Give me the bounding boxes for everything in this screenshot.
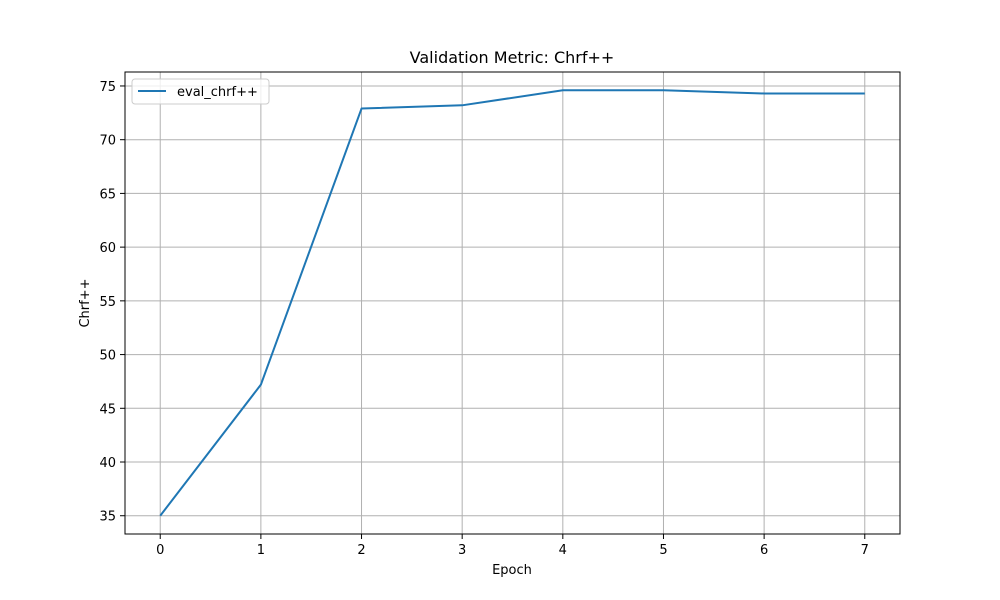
y-tick-label: 50 bbox=[99, 349, 116, 364]
x-axis-ticks: 0 1 2 3 4 5 6 7 bbox=[156, 534, 869, 558]
y-axis-ticks: 35 40 45 50 55 60 65 70 75 bbox=[99, 80, 125, 525]
plot-frame bbox=[124, 71, 901, 535]
series-line-0 bbox=[159, 89, 865, 517]
x-tick-label: 3 bbox=[458, 543, 466, 558]
y-tick-label: 70 bbox=[99, 134, 116, 149]
x-tick-label: 6 bbox=[760, 543, 768, 558]
x-tick-label: 4 bbox=[559, 543, 567, 558]
x-tick-label: 0 bbox=[156, 543, 164, 558]
y-tick-label: 40 bbox=[99, 456, 116, 471]
x-tick-label: 2 bbox=[357, 543, 365, 558]
legend-label: eval_chrf++ bbox=[177, 85, 258, 100]
y-tick-label: 60 bbox=[99, 241, 116, 256]
grid-lines bbox=[125, 72, 900, 534]
x-tick-label: 5 bbox=[659, 543, 667, 558]
x-axis-label: Epoch bbox=[492, 563, 532, 578]
series-layer bbox=[159, 89, 865, 517]
y-tick-label: 65 bbox=[99, 187, 116, 202]
y-tick-label: 35 bbox=[99, 510, 116, 525]
y-axis-label: Chrf++ bbox=[78, 278, 93, 327]
chart-title: Validation Metric: Chrf++ bbox=[410, 48, 615, 67]
x-tick-label: 1 bbox=[257, 543, 265, 558]
y-tick-label: 55 bbox=[99, 295, 116, 310]
legend-box bbox=[131, 78, 270, 105]
y-tick-label: 45 bbox=[99, 402, 116, 417]
legend: eval_chrf++ bbox=[131, 78, 270, 105]
y-tick-label: 75 bbox=[99, 80, 116, 95]
x-tick-label: 7 bbox=[861, 543, 869, 558]
